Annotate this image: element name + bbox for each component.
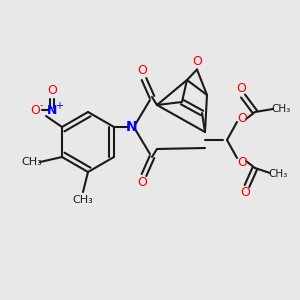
Text: O: O — [192, 55, 202, 68]
Text: +: + — [55, 101, 63, 111]
Text: O: O — [137, 64, 147, 77]
Text: CH₃: CH₃ — [272, 104, 291, 114]
Text: N: N — [47, 103, 57, 116]
Text: N: N — [126, 120, 138, 134]
Text: O: O — [236, 82, 246, 95]
Text: CH₃: CH₃ — [268, 169, 288, 179]
Text: O: O — [47, 85, 57, 98]
Text: O: O — [30, 103, 40, 116]
Text: O: O — [237, 112, 247, 124]
Text: -: - — [39, 100, 43, 110]
Text: O: O — [240, 187, 250, 200]
Text: O: O — [137, 176, 147, 190]
Text: CH₃: CH₃ — [22, 157, 42, 167]
Text: O: O — [237, 155, 247, 169]
Text: CH₃: CH₃ — [73, 195, 93, 205]
